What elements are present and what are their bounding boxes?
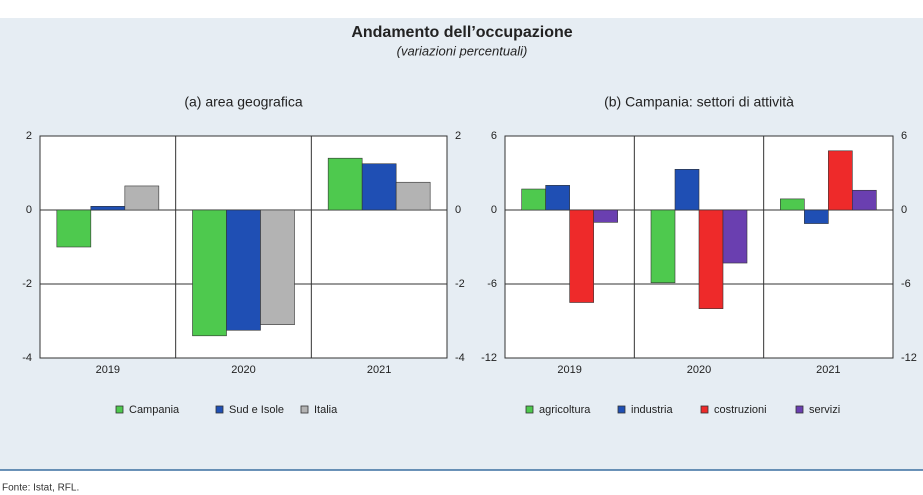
bar (56, 209, 92, 248)
x-tick-label: 2020 (231, 364, 255, 376)
x-tick-label: 2021 (816, 364, 840, 376)
bar (395, 181, 431, 211)
legend-swatch (525, 405, 534, 414)
legend-swatch (700, 405, 709, 414)
bar (569, 209, 594, 303)
bar (90, 206, 126, 211)
bar (674, 169, 700, 211)
y2-tick-label: 0 (455, 204, 461, 216)
y-tick-label: -4 (22, 352, 32, 364)
legend-swatch (215, 405, 224, 414)
legend-swatch (115, 405, 124, 414)
bar (124, 185, 160, 211)
x-tick-label: 2021 (367, 364, 391, 376)
bar (593, 209, 618, 223)
y-tick-label: 0 (491, 204, 497, 216)
bar (722, 209, 748, 264)
legend-swatch (617, 405, 626, 414)
x-tick-label: 2019 (96, 364, 120, 376)
y2-tick-label: -12 (901, 352, 917, 364)
bar (780, 198, 805, 211)
y2-tick-label: -2 (455, 278, 465, 290)
legend-label: costruzioni (714, 404, 767, 416)
legend-label: agricoltura (539, 404, 591, 416)
y-tick-label: -2 (22, 278, 32, 290)
bar (226, 209, 261, 331)
bar (650, 209, 676, 284)
x-tick-label: 2020 (687, 364, 711, 376)
y-tick-label: -6 (487, 278, 497, 290)
legend-swatch (300, 405, 309, 414)
y2-tick-label: 6 (901, 130, 907, 142)
bar (192, 209, 227, 337)
y-tick-label: -12 (481, 352, 497, 364)
bar (828, 150, 853, 211)
x-tick-label: 2019 (557, 364, 581, 376)
chart-title: Andamento dell’occupazione (351, 24, 572, 41)
bar (804, 209, 829, 224)
bar (327, 157, 363, 211)
legend-label: Campania (129, 404, 180, 416)
y2-tick-label: -4 (455, 352, 465, 364)
y2-tick-label: -6 (901, 278, 911, 290)
y2-tick-label: 2 (455, 130, 461, 142)
legend-label: Italia (314, 404, 338, 416)
chart-subtitle: (variazioni percentuali) (397, 43, 528, 58)
y2-tick-label: 0 (901, 204, 907, 216)
bar (260, 209, 295, 325)
y-tick-label: 6 (491, 130, 497, 142)
panel-title: (b) Campania: settori di attività (604, 94, 794, 110)
bar (545, 185, 570, 211)
bar (698, 209, 724, 309)
y-tick-label: 2 (26, 130, 32, 142)
legend-label: Sud e Isole (229, 404, 284, 416)
y-tick-label: 0 (26, 204, 32, 216)
bar (361, 163, 397, 211)
source-note: Fonte: Istat, RFL. (2, 483, 79, 494)
panel-title: (a) area geografica (184, 94, 303, 110)
legend-swatch (795, 405, 804, 414)
bar (852, 189, 877, 211)
legend-label: industria (631, 404, 673, 416)
legend-label: servizi (809, 404, 840, 416)
bar (521, 188, 546, 211)
